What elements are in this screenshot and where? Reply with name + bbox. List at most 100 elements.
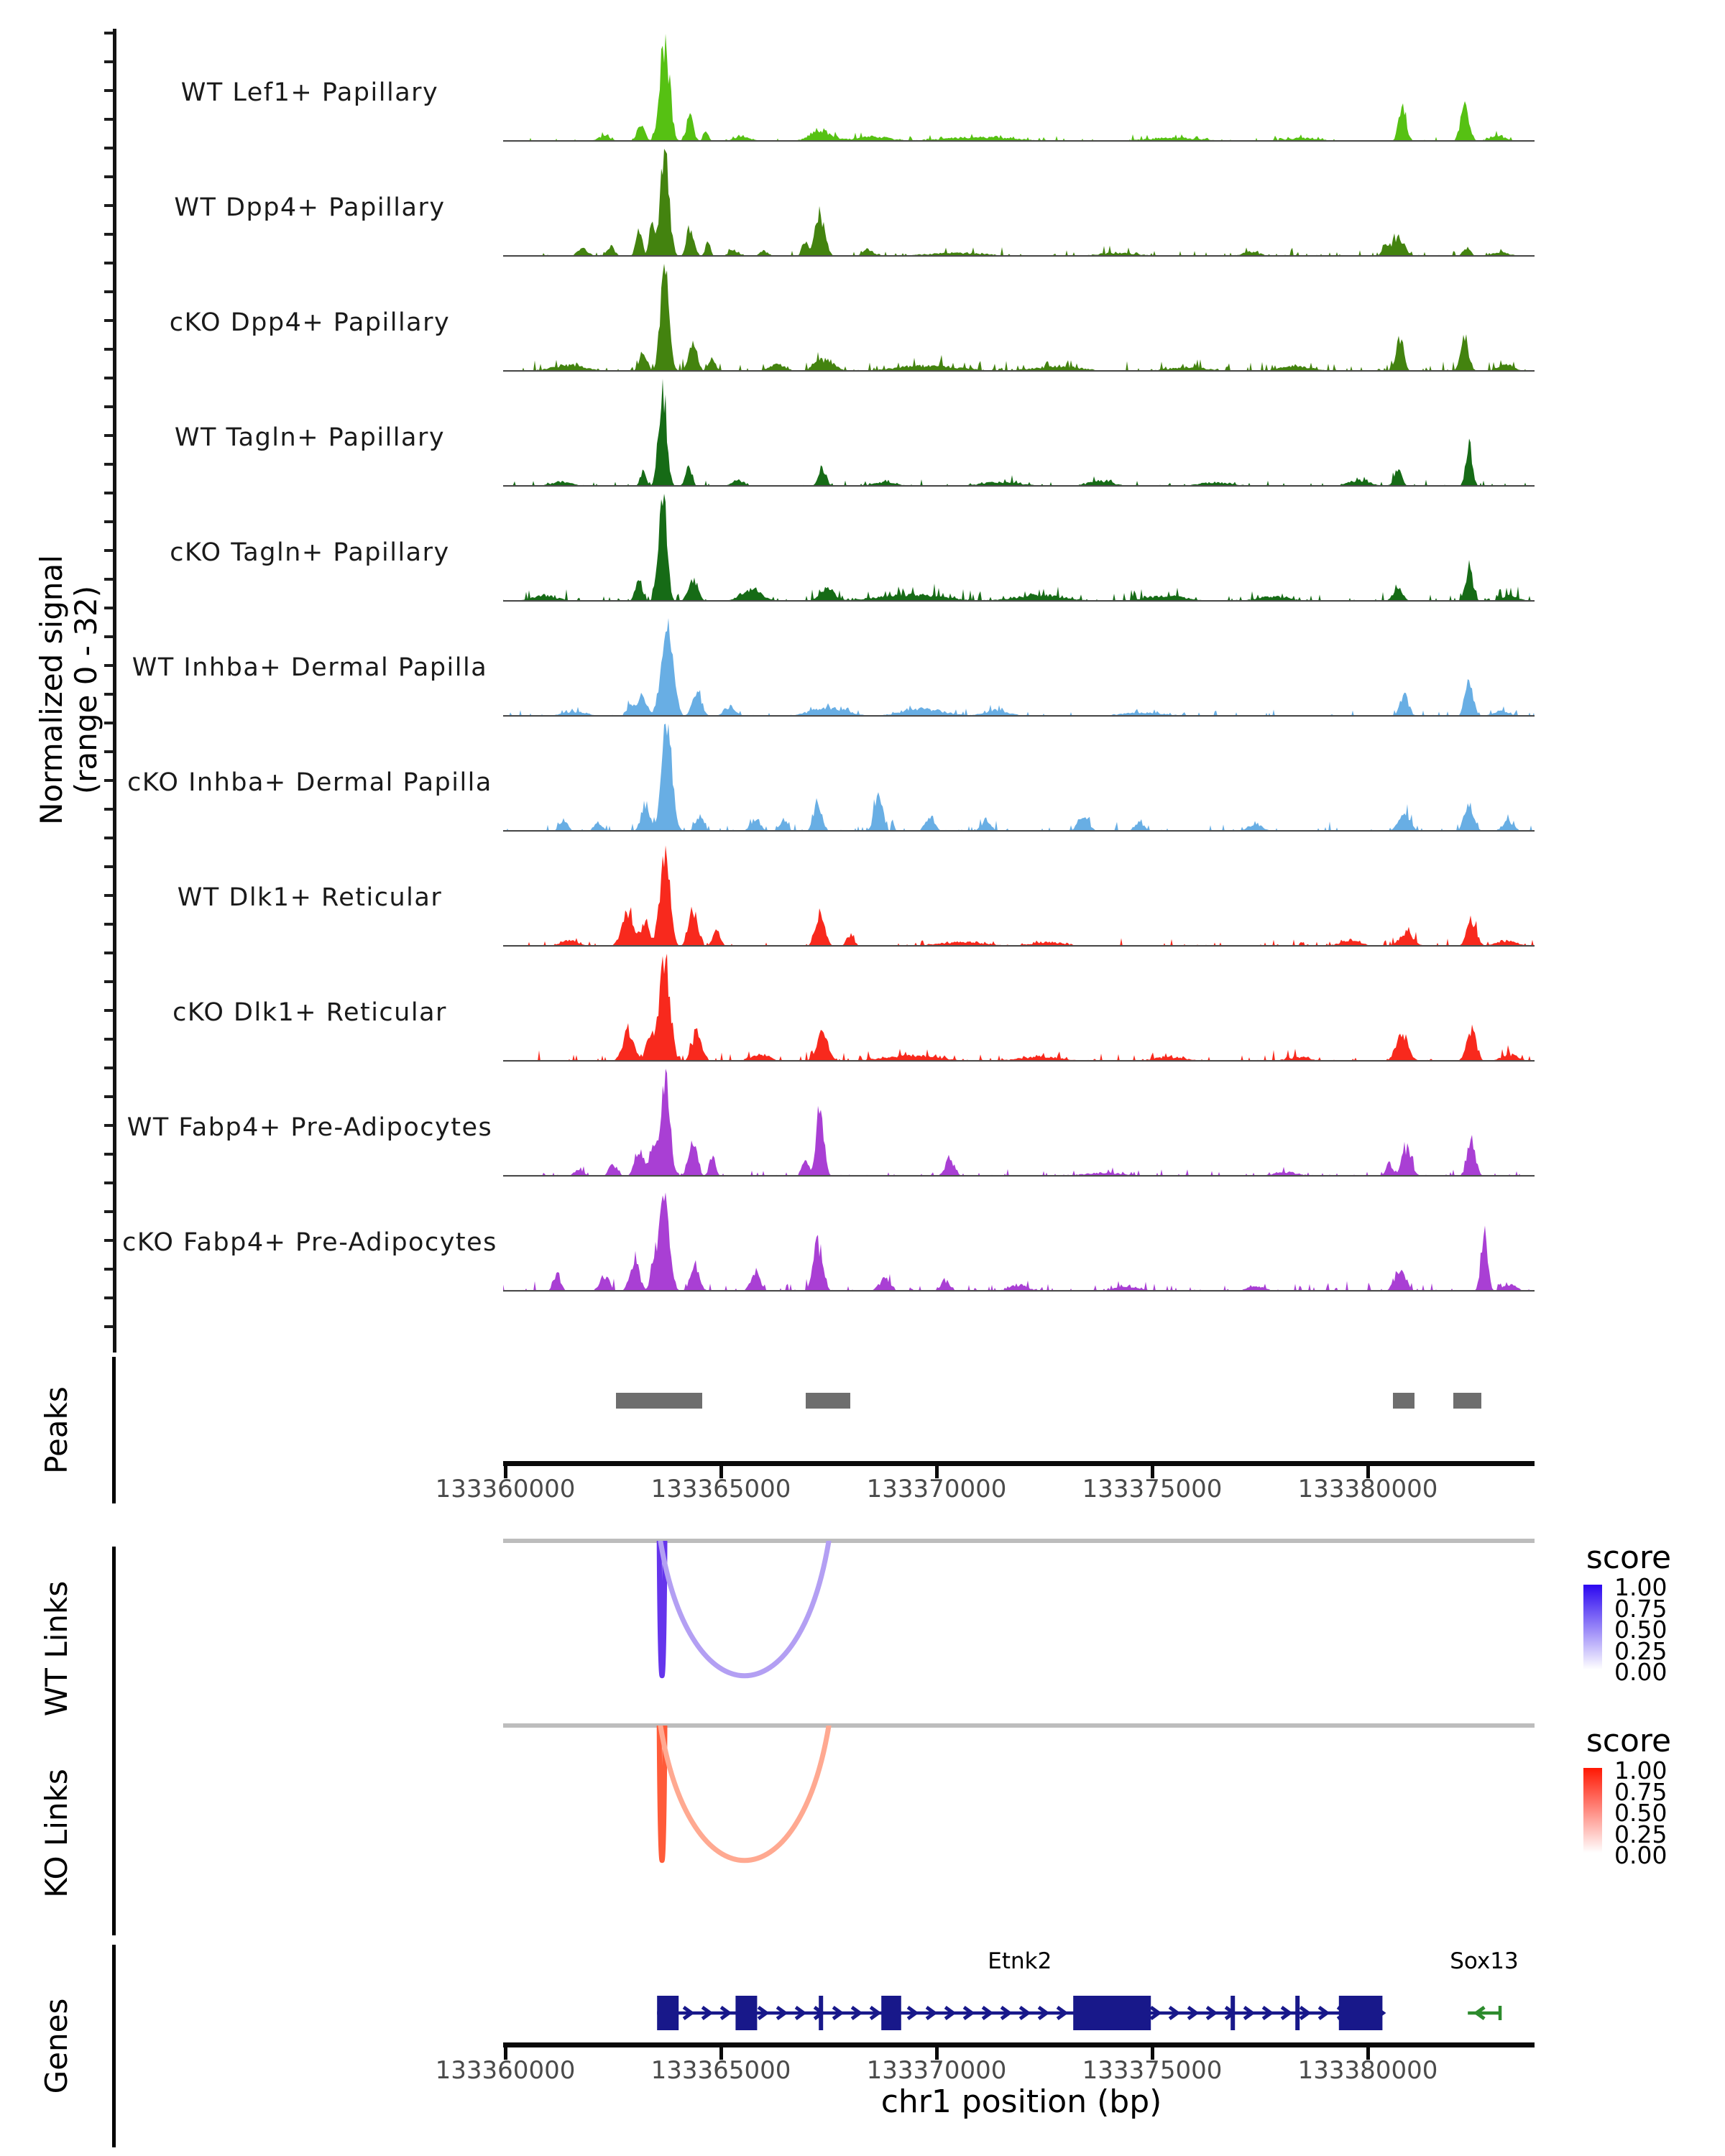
coverage-track-3 xyxy=(503,379,1535,487)
track-baseline-5 xyxy=(503,715,1535,717)
track-label-8: cKO Dlk1+ Reticular xyxy=(172,998,447,1027)
genes-svg xyxy=(657,1996,1502,2030)
gene-exon-Etnk2-5 xyxy=(1230,1996,1236,2030)
gene-strand-arrow-right xyxy=(906,2005,919,2021)
score-legend-tick-0-1: 0.75 xyxy=(1614,1594,1668,1623)
track-baseline-10 xyxy=(503,1290,1535,1292)
axis-bottom-tick-label-3: 133375000 xyxy=(1082,2056,1223,2085)
signal-axis-tick-marks xyxy=(104,32,113,1348)
gene-strand-arrow-right xyxy=(962,2005,975,2021)
gene-name-Sox13: Sox13 xyxy=(1450,1948,1519,1974)
gene-strand-arrow-right xyxy=(944,2005,957,2021)
gene-strand-arrow-right xyxy=(701,2005,714,2021)
peak-interval-0 xyxy=(616,1393,703,1409)
gene-strand-arrow-right xyxy=(794,2005,807,2021)
gene-strand-arrow-right xyxy=(1243,2005,1256,2021)
track-label-0: WT Lef1+ Papillary xyxy=(180,78,439,107)
peak-interval-1 xyxy=(806,1393,850,1409)
coverage-track-2 xyxy=(503,264,1535,372)
gene-strand-arrow-right xyxy=(1280,2005,1293,2021)
gene-exon-Etnk2-6 xyxy=(1295,1996,1300,2030)
genes-bracket xyxy=(112,1945,116,2147)
gene-strand-arrow-right xyxy=(776,2005,788,2021)
track-baseline-0 xyxy=(503,140,1535,142)
axis-top-tick-2 xyxy=(935,1466,939,1478)
link-arc-1-0 xyxy=(656,1726,668,1863)
track-baseline-8 xyxy=(503,1060,1535,1062)
gene-strand-arrow-right xyxy=(1187,2005,1200,2021)
gene-strand-arrow-right xyxy=(869,2005,882,2021)
axis-bottom-tick-3 xyxy=(1151,2047,1154,2060)
axis-bottom-tick-1 xyxy=(719,2047,723,2060)
track-baseline-3 xyxy=(503,485,1535,487)
gene-strand-arrow-right xyxy=(981,2005,994,2021)
track-label-3: WT Tagln+ Papillary xyxy=(174,423,446,452)
gene-strand-arrow-right xyxy=(1037,2005,1050,2021)
gene-strand-arrow-right xyxy=(682,2005,695,2021)
coverage-area-7 xyxy=(503,845,1535,946)
gene-strand-arrow-right xyxy=(850,2005,863,2021)
coverage-track-6 xyxy=(503,724,1535,832)
gene-exon-Etnk2-0 xyxy=(657,1996,679,2030)
coverage-track-9 xyxy=(503,1069,1535,1177)
track-label-2: cKO Dpp4+ Papillary xyxy=(169,308,451,337)
track-label-9: WT Fabp4+ Pre-Adipocytes xyxy=(126,1113,493,1142)
coverage-area-6 xyxy=(503,724,1535,831)
score-legend-tick-0-3: 0.25 xyxy=(1614,1636,1668,1665)
track-baseline-4 xyxy=(503,600,1535,602)
coverage-area-4 xyxy=(503,494,1535,602)
axis-bottom-tick-label-0: 133360000 xyxy=(435,2056,576,2085)
coverage-area-9 xyxy=(503,1069,1535,1176)
gene-name-Etnk2: Etnk2 xyxy=(988,1948,1052,1974)
axis-bottom-tick-2 xyxy=(935,2047,939,2060)
axis-top-tick-3 xyxy=(1151,1466,1154,1478)
gene-strand-arrow-right xyxy=(1168,2005,1181,2021)
score-legend-gradient-0 xyxy=(1583,1585,1602,1669)
track-label-1: WT Dpp4+ Papillary xyxy=(174,193,446,222)
coverage-area-1 xyxy=(503,149,1535,257)
coverage-track-1 xyxy=(503,149,1535,257)
gene-end-bar xyxy=(1498,2006,1502,2020)
track-baseline-6 xyxy=(503,830,1535,832)
coverage-area-5 xyxy=(503,618,1535,717)
gene-strand-arrow-right xyxy=(1018,2005,1031,2021)
ko-links-bracket xyxy=(112,1731,116,1935)
axis-top-tick-0 xyxy=(504,1466,507,1478)
wt-links-bracket xyxy=(112,1547,116,1751)
gene-body-Sox13 xyxy=(1468,2011,1501,2015)
axis-top-tick-label-0: 133360000 xyxy=(435,1475,576,1503)
track-baseline-7 xyxy=(503,945,1535,947)
x-axis-title: chr1 position (bp) xyxy=(880,2083,1162,2120)
coverage-track-8 xyxy=(503,954,1535,1062)
gene-strand-arrow-right xyxy=(832,2005,845,2021)
gene-exon-Etnk2-3 xyxy=(881,1996,901,2030)
coverage-area-10 xyxy=(503,1192,1535,1291)
gene-strand-arrow-right xyxy=(719,2005,732,2021)
link-arc-1-1 xyxy=(658,1726,832,1864)
track-label-4: cKO Tagln+ Papillary xyxy=(170,538,450,567)
track-baseline-9 xyxy=(503,1175,1535,1177)
track-baseline-2 xyxy=(503,370,1535,372)
track-label-5: WT Inhba+ Dermal Papilla xyxy=(132,653,488,682)
coverage-area-8 xyxy=(503,954,1535,1061)
gene-exon-Etnk2-2 xyxy=(819,1996,824,2030)
score-legend-gradient-1 xyxy=(1583,1768,1602,1853)
axis-bottom-tick-label-4: 133380000 xyxy=(1297,2056,1438,2085)
score-legend-tick-0-0: 1.00 xyxy=(1614,1573,1668,1601)
coverage-area-2 xyxy=(503,264,1535,372)
track-label-10: cKO Fabp4+ Pre-Adipocytes xyxy=(122,1228,497,1257)
links-baseline-1 xyxy=(503,1723,1535,1728)
coverage-area-0 xyxy=(503,34,1535,142)
gene-strand-arrow-right xyxy=(1056,2005,1069,2021)
links-arcs-1 xyxy=(656,1726,832,1864)
peak-interval-3 xyxy=(1453,1393,1481,1409)
score-legend-tick-0-4: 0.00 xyxy=(1614,1658,1668,1686)
axis-top-tick-label-2: 133370000 xyxy=(866,1475,1007,1503)
signal-axis-line xyxy=(113,29,116,1353)
track-baseline-1 xyxy=(503,255,1535,257)
axis-top-tick-1 xyxy=(719,1466,723,1478)
links-arcs-0 xyxy=(656,1541,832,1679)
gene-strand-arrow-right xyxy=(757,2005,770,2021)
signal-axis-title: Normalized signal (range 0 - 32) xyxy=(34,7,104,1373)
genes-section-label: Genes xyxy=(39,1998,74,2094)
